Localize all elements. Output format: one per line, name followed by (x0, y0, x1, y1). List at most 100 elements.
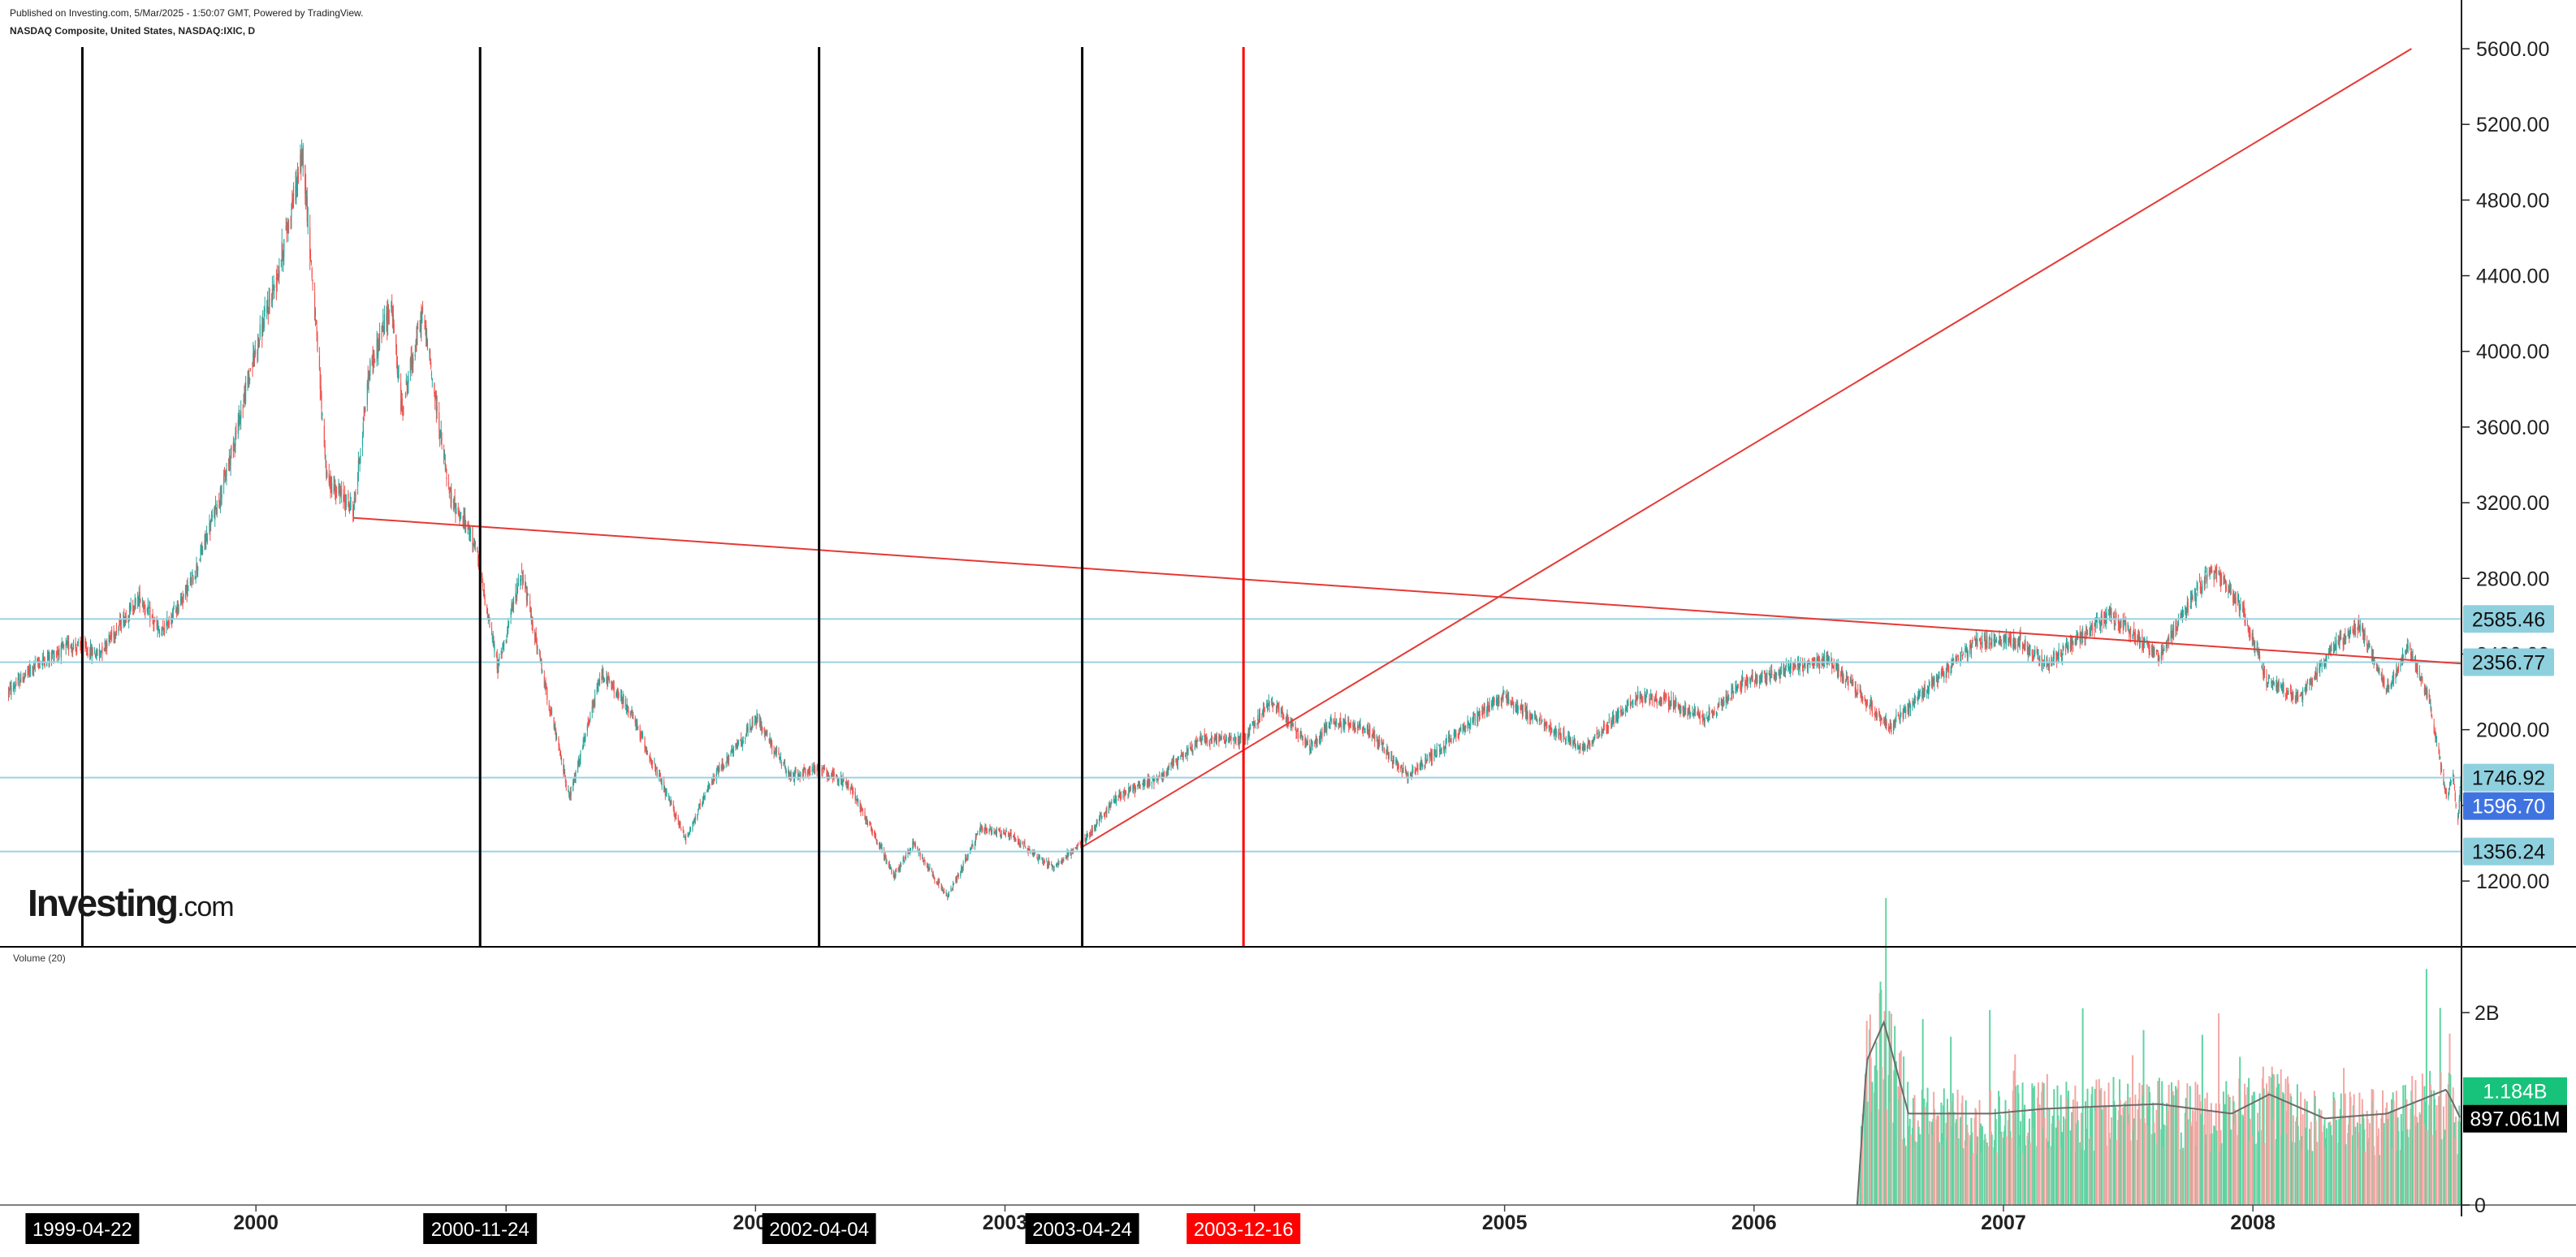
price-candle-body (2371, 648, 2373, 660)
price-candle-body (315, 321, 317, 325)
price-candle-body (421, 305, 424, 313)
price-candle-body (1024, 841, 1026, 846)
price-candle-body (343, 489, 344, 502)
price-candle-body (1204, 736, 1206, 741)
price-candle-body (1094, 825, 1096, 830)
price-candle-body (943, 891, 944, 894)
price-candle-body (660, 783, 662, 785)
price-candle-body (507, 626, 508, 634)
price-candle-body (1464, 727, 1466, 732)
price-candle-body (1874, 712, 1876, 716)
price-candle-body (2046, 659, 2047, 663)
price-candle-body (988, 828, 990, 833)
price-candle-body (339, 490, 342, 493)
price-candle-body (512, 601, 515, 606)
price-candle-body (1689, 711, 1691, 715)
price-candle-body (309, 254, 312, 256)
price-candle-body (1005, 831, 1007, 832)
price-candle-body (1073, 849, 1074, 851)
price-candle-body (967, 853, 969, 857)
price-candle-body (2166, 644, 2168, 646)
price-candle-body (1564, 738, 1566, 740)
price-candle-body (1450, 738, 1452, 743)
price-candle-body (2354, 630, 2357, 634)
price-candle-body (1912, 700, 1913, 707)
price-candle-body (962, 863, 964, 868)
price-candle-body (2060, 656, 2063, 659)
price-candle-body (1493, 698, 1495, 703)
price-candle-body (1599, 734, 1601, 737)
price-candle-body (1267, 705, 1269, 708)
price-candle-body (983, 828, 985, 833)
price-candle-body (1520, 706, 1522, 711)
price-candle-body (210, 521, 212, 525)
price-candle-body (535, 633, 537, 641)
price-candle-body (917, 846, 918, 850)
price-candle-body (154, 620, 156, 622)
price-candle-body (602, 670, 603, 676)
price-candle-body (2290, 692, 2292, 697)
price-candle-body (1651, 695, 1653, 698)
price-candle-body (585, 733, 586, 741)
price-candle-body (1755, 676, 1757, 680)
price-candle-body (1956, 657, 1958, 659)
price-candle-body (2267, 678, 2270, 680)
price-candle-body (1355, 728, 1356, 730)
price-candle-body (811, 767, 813, 772)
price-candle-body (1913, 702, 1915, 706)
price-candle-body (673, 810, 675, 817)
price-candle-body (60, 644, 62, 658)
price-candle-body (2280, 688, 2283, 689)
price-candle-body (1994, 635, 1995, 644)
price-candle-body (1258, 719, 1260, 723)
price-candle-body (2075, 641, 2077, 646)
price-candle-body (93, 651, 96, 654)
price-candle-body (563, 763, 564, 774)
price-candle-body (1435, 749, 1437, 757)
price-candle-body (2185, 610, 2187, 614)
price-candle-body (1826, 654, 1828, 664)
price-candle-body (219, 487, 222, 505)
price-candle-body (1591, 741, 1593, 745)
price-candle-body (1991, 639, 1993, 648)
price-candle-body (2154, 653, 2155, 654)
price-candle-body (1943, 672, 1945, 678)
price-candle-body (200, 549, 201, 561)
price-candle-body (1938, 674, 1940, 680)
price-candle-body (1046, 861, 1048, 862)
price-candle-body (1022, 841, 1023, 844)
price-candle-body (869, 823, 871, 826)
price-candle-body (612, 685, 614, 689)
price-candle-body (886, 859, 888, 862)
price-candle-body (162, 625, 164, 628)
price-candle-body (1459, 728, 1460, 736)
price-candle-body (1703, 719, 1705, 726)
price-candle-body (516, 582, 518, 597)
price-candle-body (506, 636, 508, 637)
price-candle-body (1849, 678, 1852, 683)
price-candle-body (1431, 754, 1433, 761)
price-candle-body (2266, 675, 2267, 687)
price-candle-body (698, 804, 700, 807)
price-candle-body (665, 791, 667, 793)
price-candle-body (2142, 642, 2145, 647)
price-candle-body (2286, 693, 2288, 698)
price-candle-body (2280, 684, 2282, 687)
price-candle-body (316, 326, 318, 330)
price-candle-body (1921, 691, 1923, 698)
price-candle-body (1000, 831, 1001, 835)
price-candle-body (87, 654, 89, 655)
price-candle-body (2292, 693, 2293, 700)
price-candle-body (1314, 742, 1316, 744)
price-candle-body (1089, 832, 1091, 838)
price-candle-body (998, 827, 1000, 831)
price-candle-body (364, 414, 365, 416)
price-candle-body (741, 742, 743, 745)
price-candle-body (649, 756, 650, 758)
price-candle-body (1923, 689, 1925, 696)
price-candle-body (1113, 800, 1114, 801)
price-candle-body (205, 537, 207, 544)
price-candle-body (1589, 745, 1591, 747)
price-candle-body (1014, 836, 1015, 842)
